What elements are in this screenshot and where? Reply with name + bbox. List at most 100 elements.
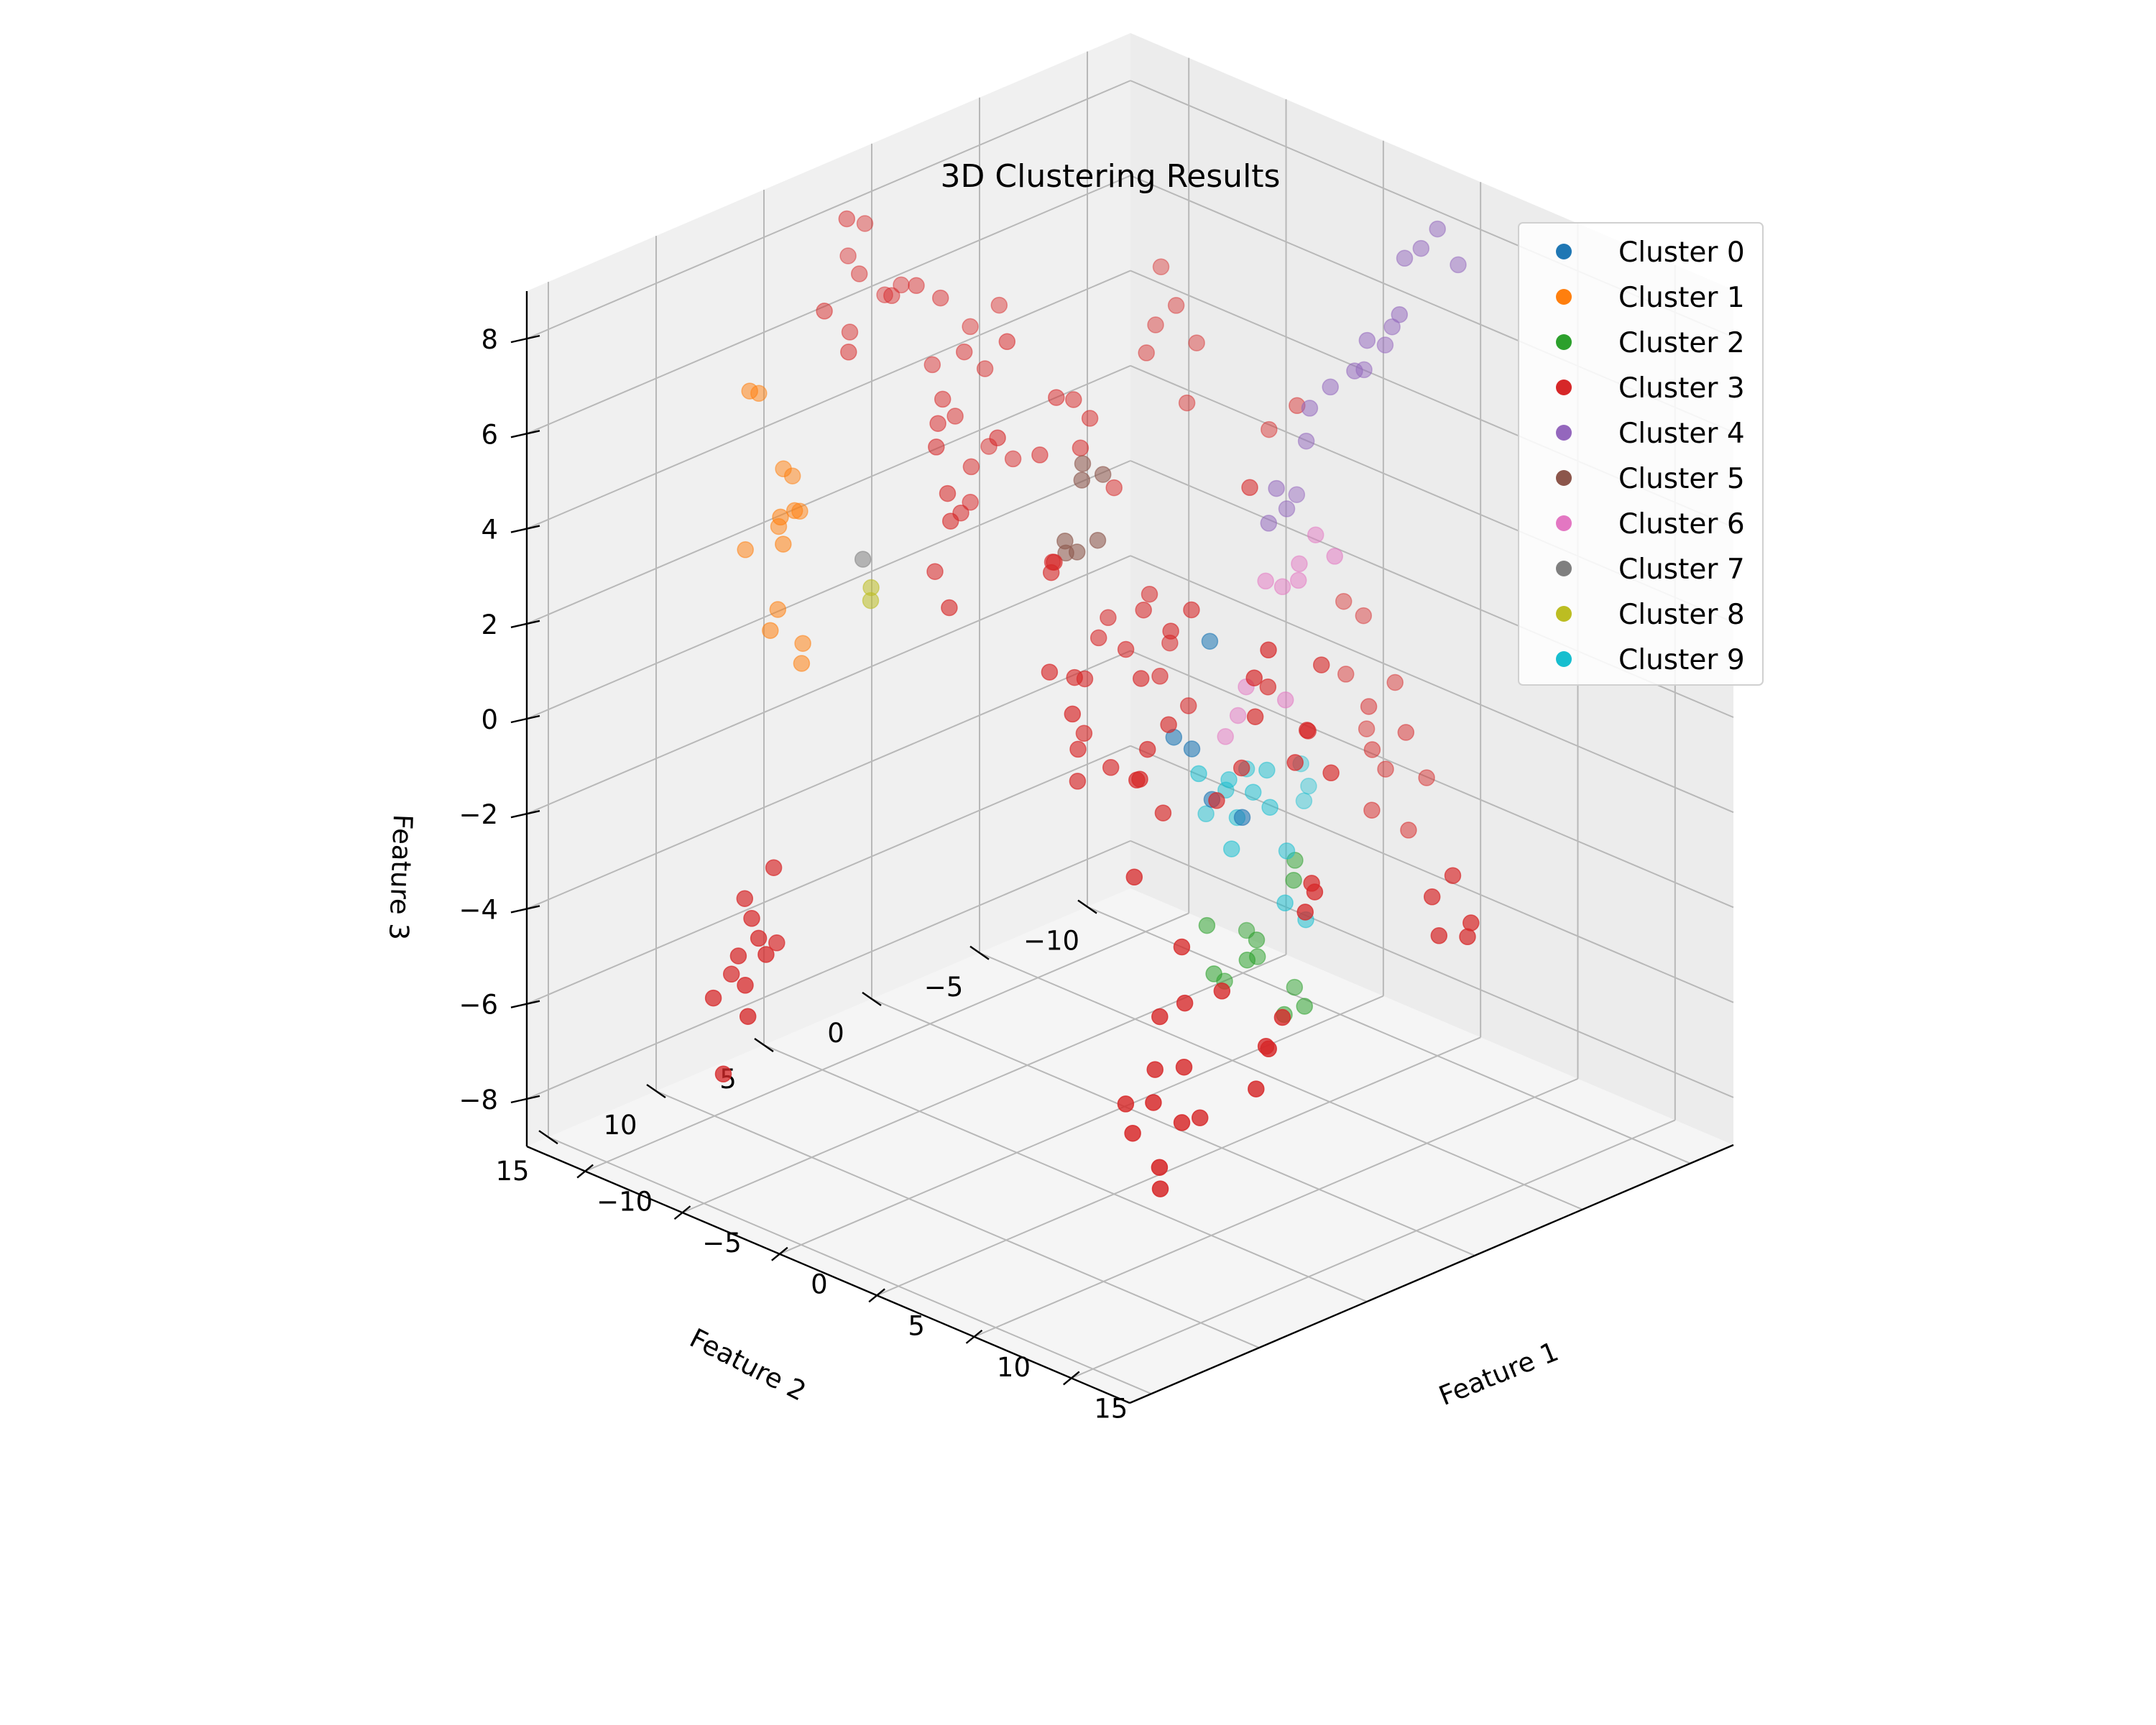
data-point: [941, 512, 959, 530]
z-gridline-right: [526, 80, 1131, 340]
z-tick: [510, 430, 540, 438]
data-point: [1100, 609, 1117, 627]
data-point: [1179, 697, 1197, 714]
data-point: [1296, 903, 1314, 921]
data-point: [1151, 1159, 1169, 1176]
data-point: [1220, 771, 1238, 788]
z-tick: [510, 714, 540, 724]
z-gridline-right: [526, 555, 1131, 815]
data-point: [939, 484, 957, 502]
data-point: [1241, 479, 1258, 497]
y-gridline-floor: [979, 952, 1583, 1210]
legend-marker: [1556, 470, 1572, 486]
y-gridline-floor: [871, 998, 1475, 1256]
data-point: [1245, 669, 1263, 686]
z-gridline-left: [1130, 555, 1734, 814]
x-tick: [868, 1288, 885, 1303]
z-gridline-right: [526, 270, 1131, 530]
data-point: [1178, 394, 1196, 412]
data-point: [1222, 840, 1240, 857]
z-tick: [510, 1000, 540, 1008]
y-tick-label: −10: [1023, 926, 1079, 957]
y-tick: [538, 1130, 558, 1145]
data-point: [1423, 888, 1441, 906]
data-point: [908, 277, 925, 295]
data-point: [1141, 585, 1158, 603]
data-point: [854, 551, 872, 568]
data-point: [1278, 500, 1296, 518]
legend-label: Cluster 6: [1618, 508, 1745, 540]
data-point: [1233, 759, 1250, 777]
data-point: [1205, 965, 1222, 983]
z-tick-label: −6: [459, 990, 498, 1021]
legend-marker: [1556, 425, 1572, 441]
data-point: [1197, 805, 1215, 823]
z-tick: [510, 334, 540, 344]
legend-label: Cluster 3: [1618, 372, 1745, 405]
data-point: [1176, 994, 1194, 1012]
data-point: [1066, 668, 1083, 686]
data-point: [1261, 799, 1279, 816]
data-point: [1117, 1095, 1135, 1113]
z-gridline-right: [526, 364, 1131, 625]
x-axis-label: Feature 1: [1434, 1336, 1562, 1412]
data-point: [1151, 668, 1169, 685]
data-point: [1160, 716, 1177, 733]
data-point: [1173, 1114, 1191, 1131]
data-point: [934, 390, 952, 408]
data-point: [1358, 331, 1376, 349]
data-point: [1041, 663, 1059, 681]
data-point: [1117, 640, 1135, 658]
data-point: [1151, 1180, 1169, 1197]
data-point: [762, 622, 779, 639]
z-tick: [510, 620, 540, 628]
data-point: [816, 303, 833, 320]
legend-marker: [1556, 606, 1572, 622]
data-point: [1260, 515, 1278, 532]
data-point: [862, 592, 880, 610]
data-point: [1229, 707, 1247, 724]
data-point: [1208, 792, 1225, 809]
z-gridline-left: [1130, 650, 1734, 908]
data-point: [850, 265, 868, 282]
data-point: [1188, 334, 1205, 351]
data-point: [1081, 410, 1099, 427]
legend-label: Cluster 9: [1618, 644, 1745, 676]
legend-label: Cluster 2: [1618, 327, 1745, 359]
data-point: [1046, 553, 1063, 571]
x-tick-label: 15: [1094, 1393, 1128, 1424]
legend-label: Cluster 5: [1618, 463, 1745, 495]
z-gridline-right: [526, 650, 1131, 910]
y-gridline-floor: [763, 1044, 1368, 1302]
data-point: [737, 541, 754, 558]
data-point: [1291, 555, 1308, 573]
data-point: [1260, 641, 1277, 659]
data-point: [1289, 571, 1307, 589]
data-point: [1004, 450, 1022, 468]
data-point: [1412, 239, 1430, 257]
data-point: [1386, 673, 1404, 691]
x-tick-label: −5: [702, 1228, 742, 1259]
legend-label: Cluster 8: [1618, 599, 1745, 631]
data-point: [1069, 773, 1087, 790]
data-point: [1383, 318, 1401, 336]
x-gridline-floor: [584, 912, 1189, 1172]
data-point: [1258, 761, 1276, 779]
data-point: [1217, 728, 1234, 745]
data-point: [786, 502, 803, 520]
data-point: [1462, 914, 1480, 932]
data-point: [1105, 479, 1123, 497]
data-point: [1322, 378, 1339, 396]
data-point: [1273, 578, 1291, 596]
y-tick-label: 0: [827, 1018, 844, 1049]
z-tick: [510, 905, 540, 914]
data-point: [1396, 249, 1414, 267]
data-point: [1162, 622, 1179, 640]
data-point: [1444, 867, 1462, 884]
data-point: [1068, 543, 1086, 561]
data-point: [1102, 759, 1120, 776]
data-point: [1322, 764, 1340, 782]
data-point: [1089, 629, 1107, 647]
data-point: [1358, 720, 1376, 737]
data-point: [962, 318, 979, 336]
